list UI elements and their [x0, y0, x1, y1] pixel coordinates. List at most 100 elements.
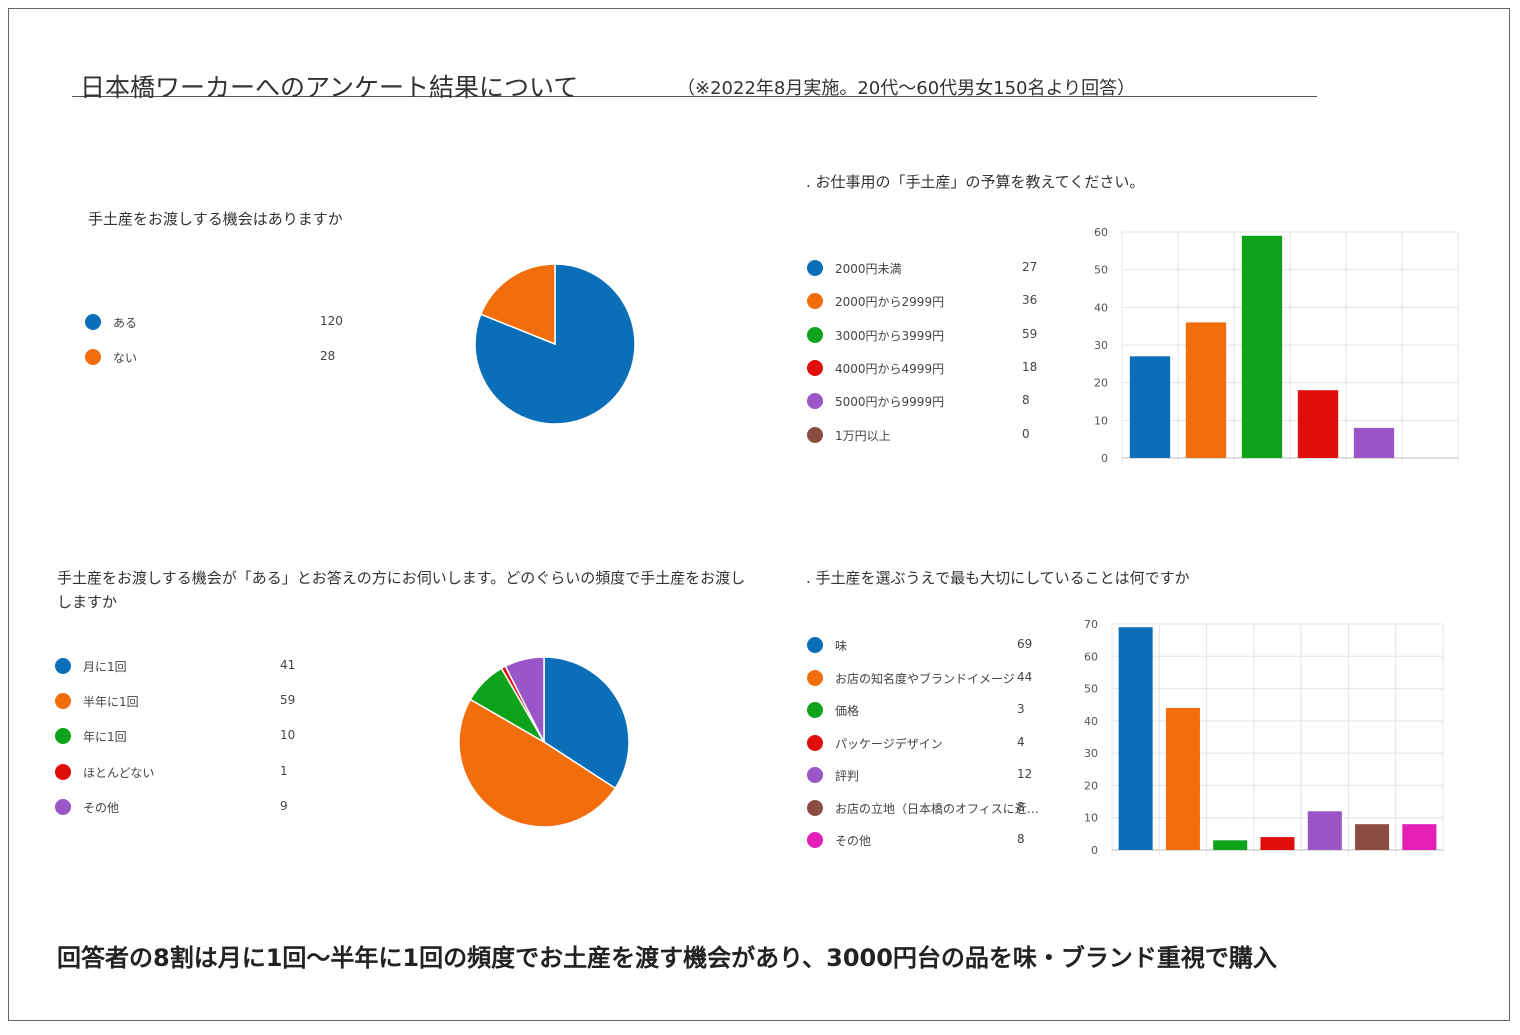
y-tick-label: 60 [1084, 650, 1098, 663]
legend-label: 味 [835, 639, 848, 653]
y-tick-label: 50 [1094, 264, 1108, 277]
y-tick-label: 20 [1094, 377, 1108, 390]
legend-label: 価格 [835, 704, 860, 718]
y-tick-label: 0 [1101, 452, 1108, 465]
pie-slice [458, 698, 617, 828]
page-title: 日本橋ワーカーへのアンケート結果について [80, 73, 579, 102]
legend-label: 2000円から2999円 [835, 295, 945, 310]
report-header: 日本橋ワーカーへのアンケート結果について （※2022年8月実施。20代〜60代… [72, 62, 1317, 102]
legend-value: 3 [1017, 702, 1025, 716]
legend-label: その他 [83, 800, 120, 815]
bar [1165, 707, 1200, 850]
chart3-pie [458, 656, 630, 828]
bar [1297, 390, 1339, 458]
legend-value: 12 [1017, 767, 1033, 781]
legend-value: 36 [1022, 293, 1038, 308]
pie-slice [479, 263, 556, 346]
legend-label: ある [113, 316, 138, 330]
legend-dot-icon [807, 767, 823, 783]
legend-item: 2000円から2999円 36 [807, 292, 1052, 310]
legend-value: 0 [1022, 426, 1030, 441]
legend-item: 半年に1回 59 [55, 692, 310, 710]
legend-value: 44 [1017, 669, 1033, 684]
legend-label: 5000円から9999円 [835, 395, 945, 410]
legend-value: 8 [1017, 832, 1025, 846]
y-tick-label: 40 [1084, 715, 1098, 728]
legend-value: 120 [320, 314, 343, 328]
legend-label: 2000円未満 [835, 262, 902, 276]
page-subtitle: （※2022年8月実施。20代〜60代男女150名より回答） [677, 78, 1136, 99]
legend-dot-icon [55, 798, 71, 815]
legend-item: お店の知名度やブランドイメージ 44 [807, 669, 1047, 687]
legend-item: 1万円以上 0 [807, 426, 1052, 444]
legend-item: その他 9 [55, 798, 310, 816]
y-tick-label: 30 [1084, 747, 1098, 760]
legend-dot-icon [807, 637, 823, 653]
legend-item: お店の立地（日本橋のオフィスに近… 8 [807, 799, 1047, 817]
bar [1307, 811, 1342, 850]
y-tick-label: 50 [1084, 683, 1098, 696]
y-tick-label: 10 [1094, 414, 1108, 427]
legend-label: ほとんどない [83, 765, 155, 780]
legend-value: 69 [1017, 637, 1033, 651]
legend-dot-icon [807, 799, 823, 816]
legend-item: 2000円未満 27 [807, 259, 1052, 277]
legend-item: ない 28 [85, 348, 350, 366]
legend-value: 28 [320, 349, 336, 363]
legend-dot-icon [55, 693, 71, 710]
legend-value: 27 [1022, 260, 1038, 274]
legend-item: 価格 3 [807, 701, 1047, 719]
legend-dot-icon [55, 728, 71, 745]
legend-value: 1 [280, 763, 288, 778]
legend-value: 41 [280, 658, 296, 672]
legend-item: 年に1回 10 [55, 727, 310, 745]
legend-value: 10 [280, 728, 296, 743]
legend-dot-icon [55, 658, 71, 674]
bar [1353, 427, 1395, 458]
legend-value: 59 [1022, 326, 1038, 341]
bar [1355, 824, 1390, 850]
legend-dot-icon [807, 359, 823, 376]
legend-value: 18 [1022, 359, 1038, 374]
y-tick-label: 20 [1084, 779, 1098, 792]
legend-label: その他 [835, 834, 872, 848]
legend-dot-icon [85, 349, 101, 365]
legend-label: 評判 [835, 769, 860, 783]
legend-label: お店の知名度やブランドイメージ [835, 671, 1015, 686]
bar [1402, 824, 1437, 850]
legend-value: 59 [280, 693, 296, 708]
y-tick-label: 10 [1084, 812, 1098, 825]
legend-dot-icon [85, 314, 101, 330]
chart4-question: . 手土産を選ぶうえで最も大切にしていることは何ですか [806, 569, 1190, 587]
legend-item: 3000円から3999円 59 [807, 326, 1052, 344]
legend-dot-icon [807, 734, 823, 751]
bar [1185, 322, 1227, 458]
chart1-question: 手土産をお渡しする機会はありますか [88, 210, 343, 228]
legend-label: 3000円から3999円 [835, 328, 945, 343]
legend-item: 月に1回 41 [55, 657, 310, 675]
y-tick-label: 60 [1094, 226, 1108, 239]
legend-dot-icon [807, 293, 823, 310]
legend-label: 年に1回 [83, 730, 127, 745]
legend-item: 味 69 [807, 636, 1047, 654]
chart4-bar: 0 10 20 30 40 50 60 70 [1084, 618, 1444, 857]
summary-text: 回答者の8割は月に1回〜半年に1回の頻度でお土産を渡す機会があり、3000円台の… [57, 944, 1277, 972]
y-tick-label: 30 [1094, 339, 1108, 352]
chart2-question: . お仕事用の「手土産」の予算を教えてください。 [806, 173, 1145, 191]
legend-label: お店の立地（日本橋のオフィスに近… [835, 801, 1039, 816]
bar [1118, 627, 1153, 850]
chart1-pie [474, 263, 636, 425]
legend-label: 月に1回 [83, 660, 127, 674]
legend-item: 4000円から4999円 18 [807, 359, 1052, 377]
legend-dot-icon [807, 832, 823, 848]
pie-slice [504, 656, 545, 743]
legend-label: 半年に1回 [83, 695, 139, 710]
legend-item: その他 8 [807, 831, 1047, 849]
chart3-question: 手土産をお渡しする機会が「ある」とお答えの方にお伺いします。どのぐらいの頻度で手… [57, 569, 746, 611]
bar [1241, 235, 1283, 458]
bar [1129, 356, 1171, 458]
y-tick-label: 40 [1094, 301, 1108, 314]
y-tick-label: 70 [1084, 618, 1098, 631]
legend-dot-icon [807, 393, 823, 410]
legend-item: ほとんどない 1 [55, 763, 310, 781]
